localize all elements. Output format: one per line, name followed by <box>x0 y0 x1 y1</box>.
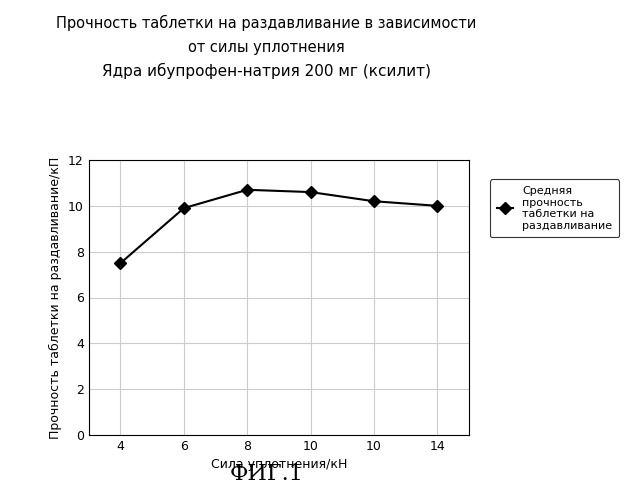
Text: от силы уплотнения: от силы уплотнения <box>188 40 345 55</box>
Text: Ядра ибупрофен-натрия 200 мг (ксилит): Ядра ибупрофен-натрия 200 мг (ксилит) <box>102 62 430 78</box>
Средняя
прочность
таблетки на
раздавливание <box>307 189 314 195</box>
Legend: Средняя
прочность
таблетки на
раздавливание: Средняя прочность таблетки на раздавлива… <box>490 180 619 238</box>
Text: Прочность таблетки на раздавливание в зависимости: Прочность таблетки на раздавливание в за… <box>56 15 477 31</box>
Средняя
прочность
таблетки на
раздавливание <box>370 198 378 204</box>
Средняя
прочность
таблетки на
раздавливание <box>117 260 124 266</box>
Средняя
прочность
таблетки на
раздавливание <box>434 203 441 209</box>
Средняя
прочность
таблетки на
раздавливание <box>243 187 251 193</box>
Line: Средняя
прочность
таблетки на
раздавливание: Средняя прочность таблетки на раздавлива… <box>116 186 442 268</box>
Y-axis label: Прочность таблетки на раздавливание/кП: Прочность таблетки на раздавливание/кП <box>49 156 63 438</box>
Средняя
прочность
таблетки на
раздавливание <box>180 205 188 211</box>
X-axis label: Сила уплотнения/кН: Сила уплотнения/кН <box>210 458 347 471</box>
Text: ФИГ.1: ФИГ.1 <box>230 463 303 485</box>
